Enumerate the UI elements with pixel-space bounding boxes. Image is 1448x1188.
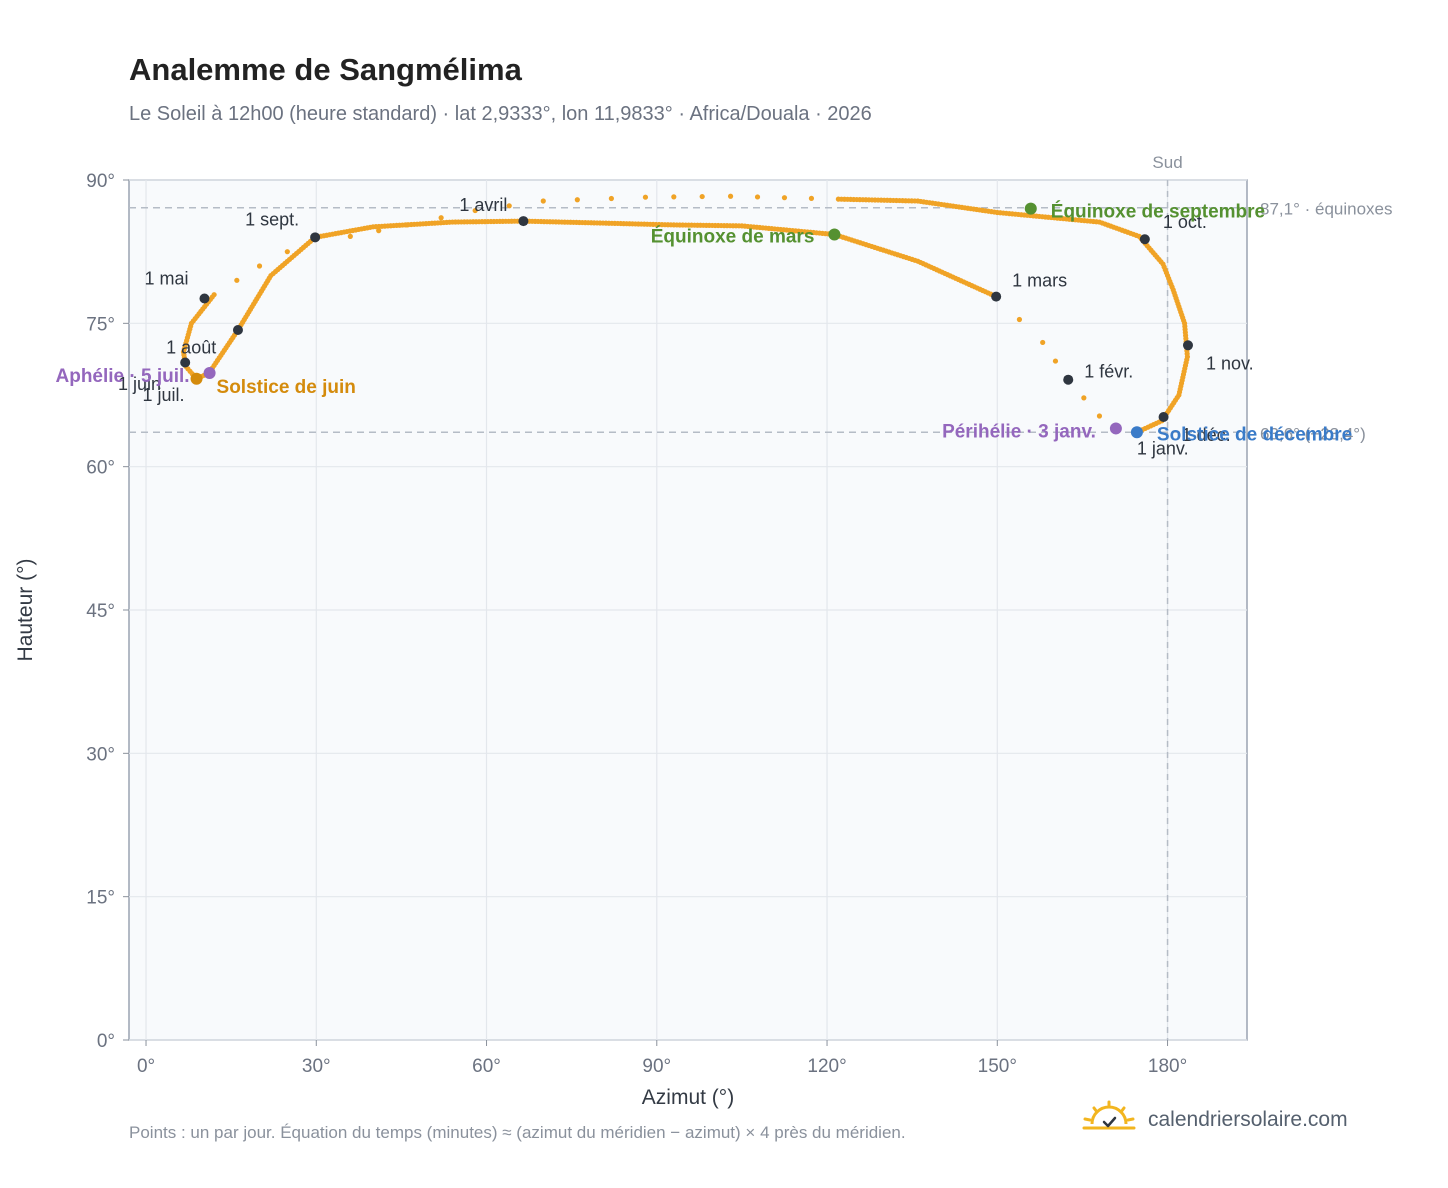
month-marker <box>310 232 321 243</box>
y-axis-label: Hauteur (°) <box>14 559 37 662</box>
day-point <box>754 194 761 200</box>
day-point <box>727 193 734 199</box>
south-label: Sud <box>1152 153 1182 172</box>
event-label: Périhélie · 3 janv. <box>942 421 1096 442</box>
x-tick-label: 0° <box>137 1056 155 1077</box>
event-marker <box>203 367 216 380</box>
month-marker <box>232 325 243 336</box>
y-tick-label: 30° <box>86 744 115 765</box>
day-point <box>1016 316 1023 323</box>
month-label: 1 juil. <box>143 385 185 405</box>
event-label: Équinoxe de mars <box>651 225 815 247</box>
day-point <box>574 197 580 203</box>
month-label: 1 juin <box>118 374 161 394</box>
x-tick-label: 60° <box>472 1056 501 1077</box>
month-marker <box>1182 340 1193 351</box>
day-point <box>438 215 444 221</box>
day-point <box>234 277 240 283</box>
x-tick-label: 180° <box>1148 1056 1187 1077</box>
month-label: 1 août <box>166 338 216 358</box>
day-point <box>284 249 290 255</box>
x-axis-label: Azimut (°) <box>642 1086 734 1109</box>
month-marker <box>1139 234 1150 245</box>
y-tick-label: 75° <box>86 314 115 335</box>
month-label: 1 févr. <box>1084 362 1133 382</box>
brand-link[interactable]: calendriersolaire.com <box>1148 1107 1348 1131</box>
day-point <box>671 194 677 200</box>
x-tick-label: 30° <box>302 1056 331 1077</box>
y-tick-label: 45° <box>86 601 115 622</box>
event-marker <box>190 372 203 385</box>
event-marker <box>1130 426 1143 439</box>
y-tick-label: 15° <box>86 888 115 909</box>
month-label: 1 oct. <box>1163 212 1207 232</box>
y-tick-label: 0° <box>97 1031 115 1052</box>
x-tick-label: 90° <box>642 1056 671 1077</box>
month-label: 1 mars <box>1012 271 1067 291</box>
day-point <box>642 194 649 200</box>
day-point <box>472 207 478 214</box>
day-point <box>1052 358 1059 364</box>
sun-check-icon <box>1082 1100 1136 1139</box>
event-label: Solstice de juin <box>217 377 356 398</box>
y-tick-label: 90° <box>86 171 115 192</box>
month-marker <box>180 357 191 368</box>
day-point <box>699 193 705 200</box>
month-label: 1 avril <box>459 195 507 215</box>
month-label: 1 janv. <box>1137 438 1189 458</box>
grid-lines <box>129 179 1247 1041</box>
footnote: Points : un par jour. Équation du temps … <box>129 1123 906 1142</box>
month-label: 1 mai <box>144 268 188 288</box>
event-markers: Équinoxe de mars Équinoxe de septembre Sol… <box>56 201 1353 446</box>
event-label: Solstice de décembre <box>1157 424 1352 445</box>
chart-subtitle: Le Soleil à 12h00 (heure standard) · lat… <box>129 103 872 125</box>
day-point <box>1096 413 1103 419</box>
day-point <box>835 196 841 202</box>
reference-lines: Sud 87,1° · équinoxes 63,6° (−23,4°) <box>129 153 1393 1040</box>
month-marker <box>1063 374 1074 385</box>
month-label: 1 déc. <box>1182 425 1231 445</box>
day-point <box>608 195 614 202</box>
event-label: Équinoxe de septembre <box>1051 201 1265 223</box>
event-marker <box>828 228 841 241</box>
reference-line-label: 87,1° · équinoxes <box>1260 200 1393 219</box>
day-point <box>376 228 382 234</box>
month-label: 1 sept. <box>245 209 299 229</box>
day-point <box>1040 339 1046 346</box>
day-point <box>347 233 353 239</box>
event-marker <box>1109 422 1122 435</box>
day-point <box>540 198 546 204</box>
month-marker <box>518 216 529 227</box>
event-label: Aphélie · 5 juil. <box>56 366 190 387</box>
chart-title: Analemme de Sangmélima <box>129 52 522 87</box>
event-marker <box>1024 202 1037 215</box>
axes: 0° 30° 60° 90° 120° 150° 180° 0° 15° 30° 45° 60° 75°… <box>86 171 1187 1077</box>
x-tick-label: 120° <box>807 1056 846 1077</box>
day-point <box>808 195 815 201</box>
day-point <box>1081 395 1087 401</box>
brand[interactable]: calendriersolaire.com <box>1082 1100 1348 1139</box>
y-tick-label: 60° <box>86 458 115 479</box>
month-marker <box>991 291 1002 302</box>
x-tick-label: 150° <box>978 1056 1017 1077</box>
month-marker <box>1158 411 1169 422</box>
day-point <box>256 263 263 269</box>
month-label: 1 nov. <box>1206 353 1254 373</box>
month-marker <box>199 293 210 304</box>
reference-line-label: 63,6° (−23,4°) <box>1260 424 1366 443</box>
day-point <box>506 203 512 209</box>
day-point <box>781 195 788 201</box>
